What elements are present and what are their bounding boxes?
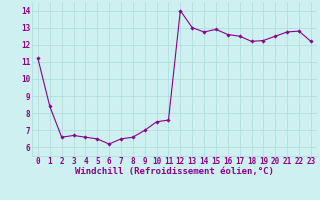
X-axis label: Windchill (Refroidissement éolien,°C): Windchill (Refroidissement éolien,°C): [75, 167, 274, 176]
